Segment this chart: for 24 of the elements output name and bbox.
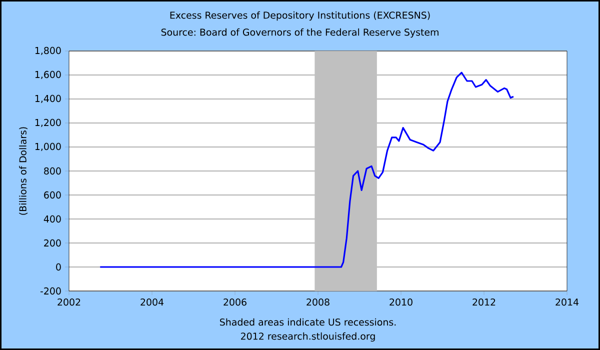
- y-tick-label: 200: [44, 239, 61, 247]
- x-tick-label: 2012: [472, 298, 496, 306]
- x-tick-label: 2008: [306, 298, 330, 306]
- y-tick-label: 0: [56, 263, 61, 271]
- line-series: [99, 72, 514, 268]
- y-tick-label: 1,600: [35, 70, 61, 80]
- y-tick-label: 1,000: [35, 142, 61, 152]
- y-tick-label: 400: [44, 215, 61, 223]
- x-tick-label: 2010: [390, 298, 412, 306]
- y-tick-label: 1,800: [35, 46, 61, 56]
- x-tick-label: 2004: [140, 298, 164, 306]
- chart-subtitle: Source: Board of Governors of the Federal Reserve System: [161, 28, 438, 38]
- chart-title: Excess Reserves of Depository Institutions (EXCRESNS): [170, 11, 430, 21]
- text: 2012 research.stlouisfed.org: [241, 332, 375, 342]
- y-tick-label: 1,400: [35, 94, 61, 104]
- text: Shaded areas indicate US recessions.: [220, 318, 396, 326]
- y-tick-label: 800: [44, 167, 61, 175]
- y-tick-label: 600: [44, 191, 61, 199]
- y-tick-label: -200: [40, 287, 61, 295]
- x-tick-label: 2014: [556, 298, 579, 306]
- y-axis-title: (Billions of Dollars): [19, 127, 28, 215]
- y-tick-label: 1,200: [35, 118, 61, 128]
- x-tick-label: 2002: [58, 298, 80, 306]
- x-tick-label: 2006: [224, 298, 246, 306]
